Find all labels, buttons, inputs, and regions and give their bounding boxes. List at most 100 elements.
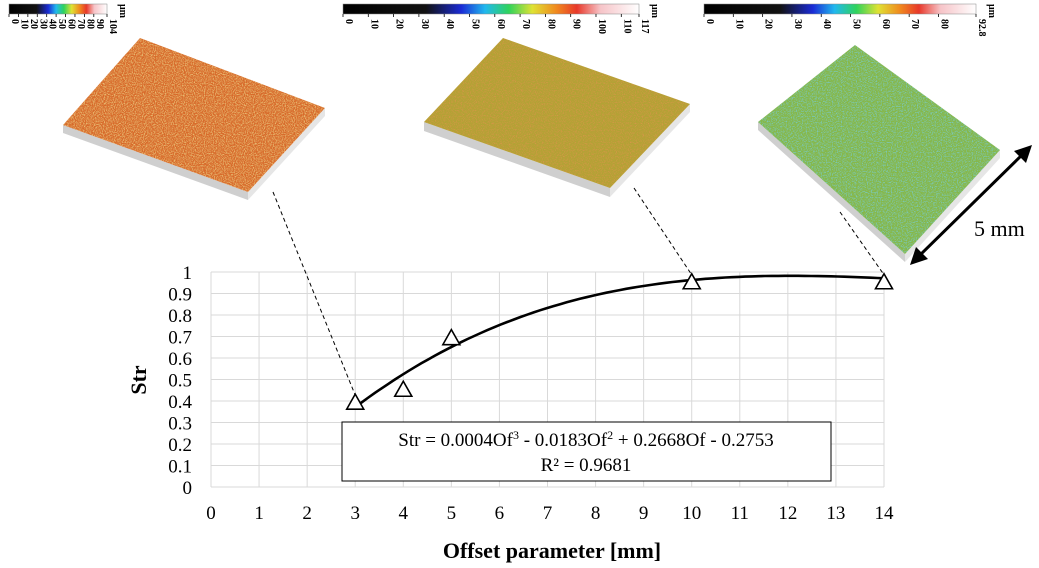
scale-arrow-line (915, 150, 1027, 260)
surface-connector (272, 191, 356, 396)
surface-3-side-right (905, 150, 1000, 262)
eq-exp-3: 3 (513, 428, 519, 442)
colorbar-tick-label: 80 (938, 19, 949, 29)
colorbar-gradient (703, 3, 977, 15)
y-tick-label: 0.8 (168, 306, 192, 327)
data-point (345, 392, 366, 410)
colorbar-tick-label: 10 (18, 19, 29, 29)
colorbar-gradient (8, 3, 108, 15)
colorbar-tick-label: 50 (56, 19, 67, 29)
x-tick-label: 11 (731, 503, 749, 524)
colorbar-tick-label: 0 (9, 19, 20, 24)
colorbar-tick-label: 92.8 (976, 19, 987, 37)
x-tick-label: 5 (447, 503, 457, 524)
colorbar-tick-label: 30 (37, 19, 48, 29)
colorbar-unit: μm (117, 4, 128, 19)
x-tick-label: 6 (495, 503, 505, 524)
colorbar-tick-label: 50 (851, 19, 862, 29)
y-tick-label: 0.9 (168, 285, 192, 306)
colorbar-unit: μm (986, 4, 997, 19)
scale-arrowhead-top (1014, 145, 1032, 163)
colorbar-tick-label: 90 (571, 19, 582, 29)
colorbar-tick-label: 0 (343, 19, 354, 24)
equation-box: Str = 0.0004Of3 - 0.0183Of2 + 0.2668Of -… (341, 421, 832, 482)
y-tick-label: 0.5 (168, 371, 192, 392)
colorbar-tick-label: 40 (47, 19, 58, 29)
surface-2-side (424, 122, 610, 197)
x-tick-label: 1 (254, 503, 264, 524)
colorbar-tick-label: 40 (821, 19, 832, 29)
y-tick-label: 0 (183, 478, 193, 499)
colorbar-tick-label: 30 (419, 19, 430, 29)
data-point (441, 328, 462, 346)
y-tick-label: 0.6 (168, 349, 192, 370)
y-tick-label: 0.7 (168, 328, 192, 349)
colorbar-tick-label: 0 (704, 19, 715, 24)
y-tick-label: 0.4 (168, 392, 192, 413)
trend-equation: Str = 0.0004Of3 - 0.0183Of2 + 0.2668Of -… (398, 428, 773, 451)
surface-connector (839, 211, 885, 276)
x-axis-label: Offset parameter [mm] (443, 538, 661, 563)
y-tick-label: 1 (183, 263, 193, 284)
surface-1-side (63, 125, 248, 200)
x-tick-labels: 0 1 2 3 4 5 6 7 8 9 10 11 12 13 14 (206, 503, 894, 524)
x-tick-label: 7 (543, 503, 553, 524)
trendline (354, 274, 885, 409)
eq-part-2: - 0.0183Of (519, 430, 608, 451)
colorbar-tick-label: 70 (75, 19, 86, 29)
colorbar-tick-label: 60 (66, 19, 77, 29)
scale-label: 5 mm (974, 216, 1025, 241)
colorbar-tick-label: 90 (94, 19, 105, 29)
colorbar-3: 0 10 20 30 40 50 60 70 80 92.8μm (703, 3, 997, 37)
colorbar-unit: μm (649, 4, 660, 19)
colorbar-gradient (342, 3, 640, 15)
surface-2-top (424, 38, 690, 188)
surface-3-top (758, 45, 1000, 254)
colorbar-tick-label: 20 (394, 19, 405, 29)
surface-1 (63, 38, 325, 200)
colorbar-tick-label: 20 (763, 19, 774, 29)
surface-3-side (758, 122, 905, 262)
eq-exp-2: 2 (607, 428, 613, 442)
x-tick-label: 14 (875, 503, 895, 524)
colorbar-tick-label: 60 (495, 19, 506, 29)
colorbar-tick-label: 60 (880, 19, 891, 29)
data-point (874, 272, 894, 290)
colorbar-tick-label: 70 (520, 19, 531, 29)
data-point (681, 272, 702, 290)
surface-2 (424, 38, 690, 197)
colorbar-tick-label: 110 (621, 19, 632, 33)
x-tick-label: 10 (682, 503, 701, 524)
colorbar-tick-label: 104 (107, 19, 118, 34)
x-tick-label: 8 (591, 503, 601, 524)
scale-bar: 5 mm (910, 145, 1032, 265)
connectors (272, 187, 885, 396)
surface-1-side-right (248, 108, 325, 200)
y-tick-labels: 00.10.20.30.40.50.60.70.80.91 (168, 263, 192, 499)
y-tick-label: 0.2 (168, 435, 192, 456)
x-tick-label: 13 (826, 503, 845, 524)
x-tick-label: 0 (206, 503, 216, 524)
colorbar-tick-label: 10 (368, 19, 379, 29)
colorbar-tick-label: 40 (444, 19, 455, 29)
eq-part-3: + 0.2668Of - 0.2753 (613, 430, 774, 451)
colorbar-tick-label: 80 (84, 19, 95, 29)
surface-1-top (63, 38, 325, 192)
surface-3 (758, 45, 1000, 262)
y-tick-label: 0.1 (168, 457, 192, 478)
x-tick-label: 4 (399, 503, 409, 524)
colorbar-tick-label: 70 (909, 19, 920, 29)
data-markers (345, 272, 894, 410)
eq-part-1: Str = 0.0004Of (398, 430, 513, 451)
colorbar-tick-label: 117 (639, 19, 650, 33)
x-tick-label: 9 (639, 503, 649, 524)
colorbar-tick-label: 50 (469, 19, 480, 29)
y-tick-label: 0.3 (168, 414, 192, 435)
equation-box-frame (341, 421, 832, 482)
colorbar-tick-label: 30 (792, 19, 803, 29)
x-tick-label: 3 (350, 503, 360, 524)
